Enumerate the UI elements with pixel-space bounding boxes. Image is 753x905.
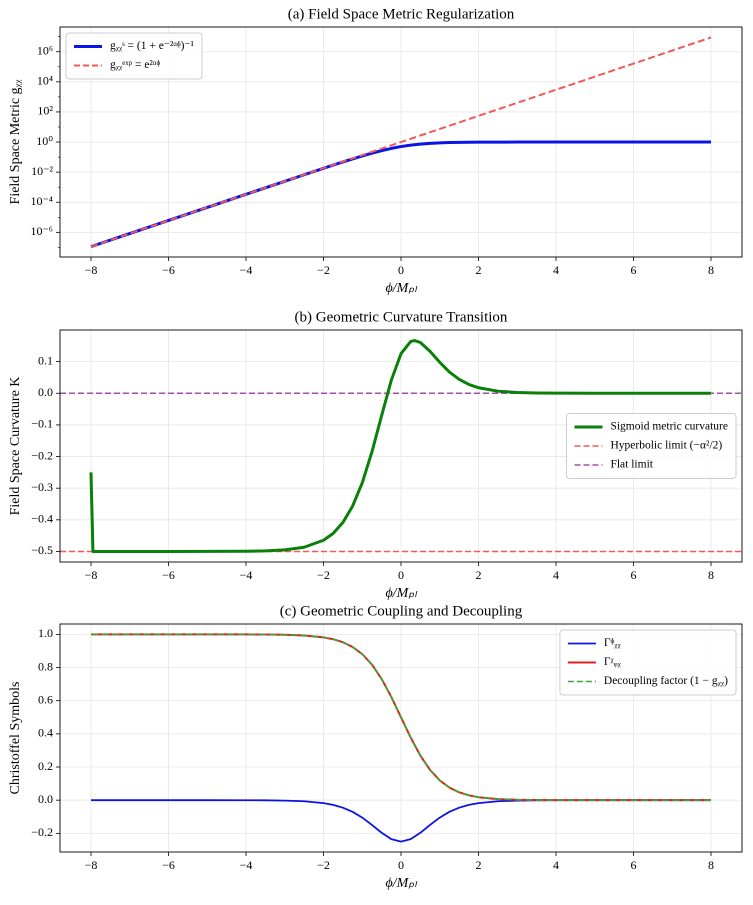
y-tick-label: 0.1 [38, 353, 53, 367]
y-tick-label: −0.1 [31, 417, 53, 431]
legend: Γᶲᵪᵪ Γᵡᵩᵪ Decoupling factor (1 − gᵪᵪ) [559, 629, 737, 696]
axes-frame [59, 26, 743, 258]
axes-frame [59, 329, 743, 563]
x-tick-label: −2 [317, 858, 330, 872]
y-tick-label: 10⁻⁶ [30, 224, 53, 238]
x-tick-label: −6 [162, 568, 175, 582]
legend: Sigmoid metric curvature Hyperbolic limit… [565, 413, 737, 479]
x-tick-label: −6 [162, 858, 175, 872]
series-line [91, 633, 711, 801]
x-tick-label: 2 [476, 858, 482, 872]
y-tick-label: −0.2 [31, 448, 53, 462]
axes-frame [59, 623, 743, 853]
legend-label: Flat limit [610, 459, 653, 471]
x-tick-label: −8 [85, 568, 98, 582]
legend-label: Γᶲᵪᵪ [604, 637, 622, 649]
x-tick-label: −2 [317, 263, 330, 277]
x-tick-label: 8 [708, 263, 714, 277]
y-tick-label: 1.0 [38, 626, 53, 640]
x-tick-label: −8 [85, 263, 98, 277]
y-tick-label: 0.2 [38, 759, 53, 773]
legend-box [559, 629, 737, 696]
x-tick-label: −8 [85, 858, 98, 872]
x-tick-label: 6 [631, 263, 637, 277]
y-tick-label: −0.5 [31, 543, 53, 557]
x-tick-label: 6 [631, 858, 637, 872]
x-tick-label: 8 [708, 858, 714, 872]
legend-label: Sigmoid metric curvature [610, 421, 728, 433]
y-tick-label: 0.0 [38, 385, 53, 399]
y-tick-label: 10⁰ [36, 134, 53, 148]
y-tick-label: −0.3 [31, 480, 53, 494]
y-tick-label: −0.2 [31, 825, 53, 839]
x-tick-label: 4 [553, 568, 559, 582]
x-tick-label: 0 [398, 568, 404, 582]
x-tick-label: 8 [708, 568, 714, 582]
y-tick-label: 10⁻² [31, 164, 53, 178]
x-tick-label: 6 [631, 568, 637, 582]
x-axis-label: ϕ/Mₚₗ [385, 586, 418, 601]
y-tick-label: 0.0 [38, 792, 53, 806]
series-line [90, 36, 712, 248]
x-tick-label: 2 [476, 568, 482, 582]
legend-label: gᵪᵪˢ = (1 + e⁻²ᵅᶲ)⁻¹ [110, 40, 195, 52]
x-tick-label: −2 [317, 568, 330, 582]
x-axis-label: ϕ/Mₚₗ [385, 876, 418, 891]
y-tick-label: 0.6 [38, 692, 53, 706]
y-tick-label: 0.8 [38, 659, 53, 673]
y-tick-label: 10⁶ [37, 43, 53, 57]
series-line [89, 339, 711, 553]
x-tick-label: −4 [240, 263, 253, 277]
x-tick-label: 4 [553, 858, 559, 872]
chart-title: (a) Field Space Metric Regularization [288, 6, 515, 22]
y-tick-label: 10⁴ [37, 74, 53, 88]
x-tick-label: −6 [162, 263, 175, 277]
x-tick-label: 0 [398, 263, 404, 277]
y-tick-label: −0.4 [31, 512, 53, 526]
y-axis-label: Field Space Metric gᵪᵪ [8, 79, 23, 204]
legend-label: gᵪᵪᵉˣᵖ = e²ᵅᶲ [110, 59, 160, 71]
legend-label: Hyperbolic limit (−α²/2) [610, 440, 722, 452]
x-tick-label: 4 [553, 263, 559, 277]
x-axis-label: ϕ/Mₚₗ [385, 281, 418, 296]
y-tick-label: 0.4 [38, 726, 53, 740]
legend-box [65, 32, 203, 80]
y-axis-label: Field Space Curvature K [8, 377, 23, 516]
x-tick-label: 2 [476, 263, 482, 277]
legend: gᵪᵪˢ = (1 + e⁻²ᵅᶲ)⁻¹ gᵪᵪᵉˣᵖ = e²ᵅᶲ [65, 32, 203, 80]
y-tick-label: 10⁻⁴ [30, 194, 53, 208]
legend-box [565, 413, 737, 479]
x-tick-label: −4 [240, 568, 253, 582]
x-tick-label: 0 [398, 858, 404, 872]
chart-title: (b) Geometric Curvature Transition [295, 309, 508, 325]
y-axis-label: Christoffel Symbols [8, 682, 23, 795]
x-tick-label: −4 [240, 858, 253, 872]
legend-label: Γᵡᵩᵪ [604, 656, 622, 668]
chart-title: (c) Geometric Coupling and Decoupling [280, 603, 523, 619]
y-tick-label: 10² [37, 104, 53, 118]
legend-label: Decoupling factor (1 − gᵪᵪ) [604, 675, 728, 687]
